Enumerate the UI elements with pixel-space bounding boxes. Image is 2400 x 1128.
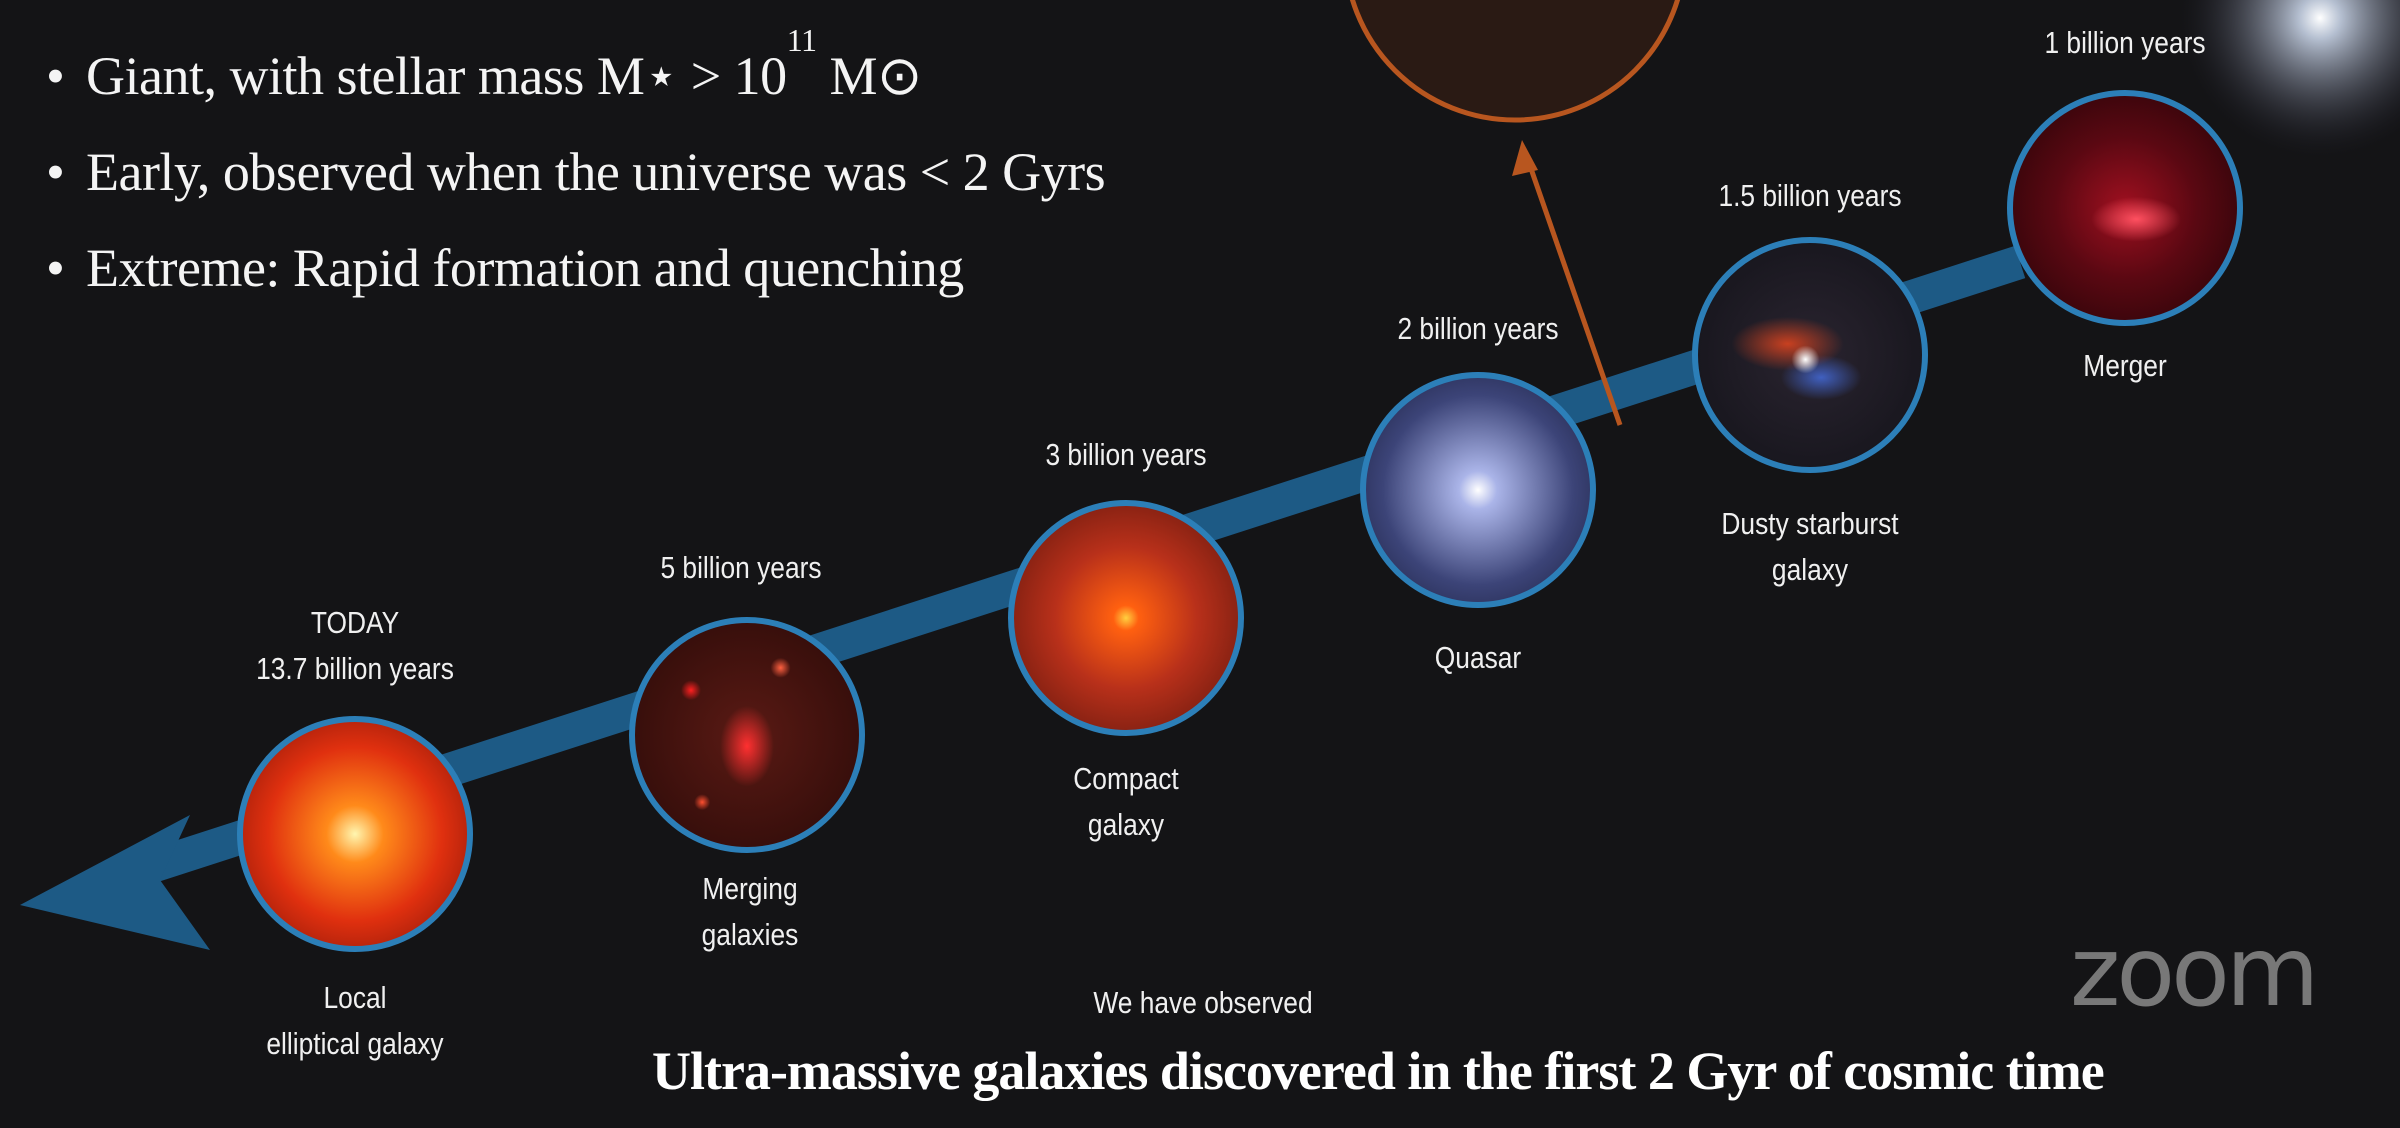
bullet-extreme: • Extreme: Rapid formation and quenching <box>46 238 964 298</box>
slide-title: Ultra-massive galaxies discovered in the… <box>652 1041 2105 1101</box>
age-label-2: 2 billion years <box>1397 311 1559 346</box>
galaxy-compact <box>1008 500 1244 736</box>
age-label-5: 5 billion years <box>660 550 822 585</box>
pointer-arrow <box>1512 140 1623 426</box>
observed-label: We have observed <box>1093 985 1313 1020</box>
name-label-dusty: Dusty starburst <box>1721 506 1899 541</box>
name-label-galaxy: galaxy <box>1087 807 1165 842</box>
name-label-compact: Compact <box>1073 761 1179 796</box>
name-label-elliptical: elliptical galaxy <box>266 1026 444 1061</box>
name-label-merging: Merging <box>702 871 798 906</box>
age-label-13-7: 13.7 billion years <box>256 651 454 686</box>
age-label-today: TODAY <box>310 605 400 640</box>
bullet-list: • Giant, with stellar mass M⋆ > 1011 M⊙ •… <box>46 22 1106 316</box>
galaxy-merger <box>2007 90 2243 326</box>
age-label-1-5: 1.5 billion years <box>1718 178 1902 213</box>
galaxy-local-elliptical <box>237 716 473 952</box>
name-label-quasar: Quasar <box>1434 640 1522 675</box>
bullet-giant: • Giant, with stellar mass M⋆ > 1011 M⊙ <box>46 22 922 106</box>
starlight-glow <box>2180 0 2400 158</box>
age-label-1: 1 billion years <box>2044 25 2206 60</box>
zoomed-galaxy-inset <box>1349 0 1681 123</box>
name-label-local: Local <box>323 980 387 1015</box>
age-label-3: 3 billion years <box>1045 437 1207 472</box>
name-label-galaxies: galaxies <box>701 917 799 952</box>
galaxy-merging <box>629 617 865 853</box>
galaxy-quasar <box>1360 372 1596 608</box>
galaxy-dusty-starburst <box>1692 237 1928 473</box>
name-label-merger: Merger <box>2083 348 2167 383</box>
bullet-early: • Early, observed when the universe was <… <box>46 142 1106 202</box>
name-label-dusty-galaxy: galaxy <box>1771 552 1849 587</box>
zoom-watermark: zoom <box>2070 916 2319 1028</box>
